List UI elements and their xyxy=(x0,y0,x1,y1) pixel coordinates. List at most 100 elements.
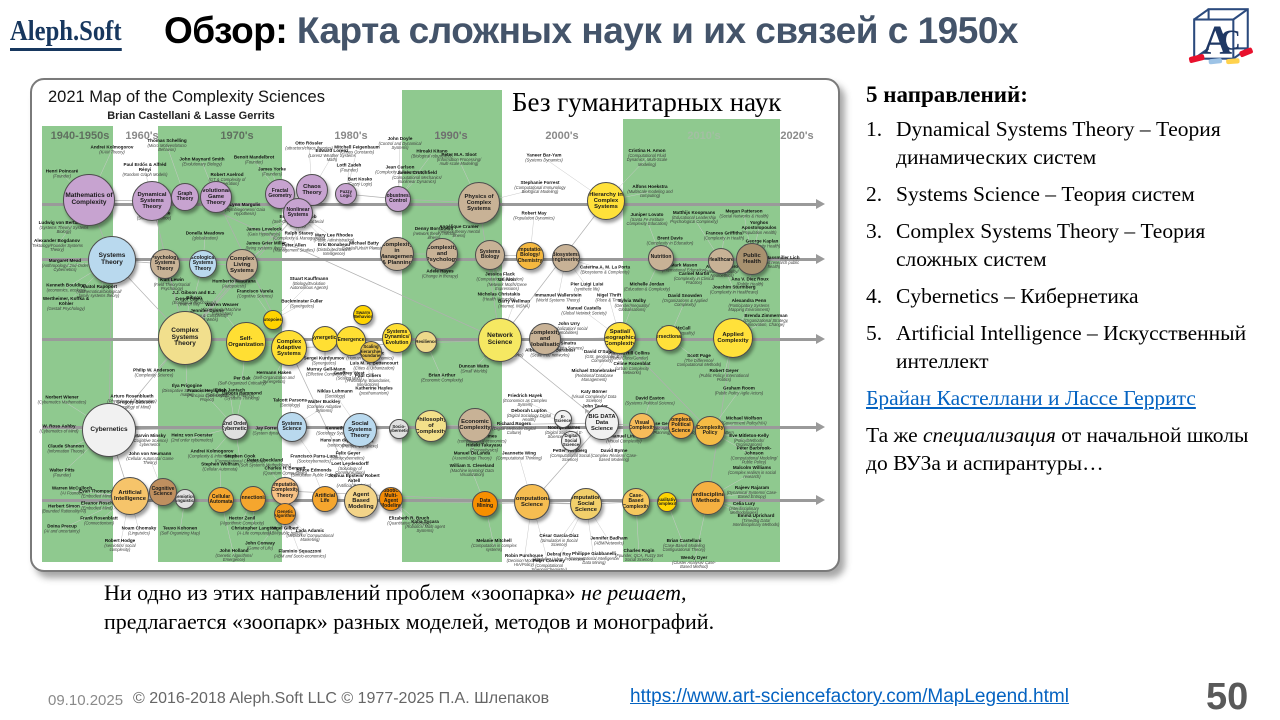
science-node: Interdisciplinary Methods xyxy=(691,481,725,515)
scientist-label: Lasse Gerrits (QCA/Public Admin/ Urban Pl… xyxy=(637,421,687,436)
scientist-label: Christopher Langton (A-Life computers) xyxy=(231,525,277,536)
science-node: Spatial/ Geographical Complexity xyxy=(604,322,636,354)
timeline-arrowhead xyxy=(816,334,825,344)
scientist-label: Evan Thompson (Embodied Mind) xyxy=(79,488,115,499)
scientist-label: Ana V. Diez Roux (Public Health) xyxy=(731,276,769,287)
scientist-label: Robin Purshouse (Decision Modeling HIA/Po… xyxy=(504,553,544,568)
scientist-label: David Snowden (Organizations & Applied Co… xyxy=(662,293,708,308)
science-node: Graph Theory xyxy=(171,183,199,211)
direction-item: 2. Systems Science – Теория систем xyxy=(866,181,1195,206)
scientist-label: Jennifer Badham (ABM/Networks) xyxy=(590,535,628,546)
scientist-label: Scott Page (The Difference/ Computational… xyxy=(676,353,722,368)
science-node: Psychology Systems Theory xyxy=(150,249,180,279)
ac-cube-icon: A C xyxy=(1188,8,1253,65)
science-node: Synergetics xyxy=(312,326,338,352)
scientist-label: Bart Kosko (Fuzzy Logic) xyxy=(347,176,373,187)
scientist-label: Carmel Martin (Complexity in Clinical Pra… xyxy=(673,271,715,286)
scientist-label: Per Bak (Self-Organized Criticality) xyxy=(218,375,266,386)
scientist-label: Katy Börner (Visual Complexity/ Data Scie… xyxy=(571,389,617,404)
science-node: Connectionism xyxy=(240,486,266,512)
science-node: Physics of Complex Systems xyxy=(458,182,500,224)
directions-list: 1. Dynamical Systems Theory – Теория дина… xyxy=(866,116,1266,376)
scientist-label: Matthijs Koopmans (Educational Leadership… xyxy=(670,210,718,225)
decade-label: 1960's xyxy=(125,130,159,142)
scientist-label: Sylvia Walby (Gender/Inequality/ Globalis… xyxy=(614,298,650,313)
scientist-label: Michael Wolfson (Government Policy/HIA) xyxy=(721,415,767,426)
scientist-label: Ludwig von Bertalanffy (Systems Theory/ S… xyxy=(38,220,90,235)
scientist-label: John Doyle (Control and Dynamical Systems… xyxy=(378,136,422,151)
scientist-label: Donella Meadows (globalization) xyxy=(185,230,225,241)
scientist-label: Walter Buckley (Complex Adaptive Systems) xyxy=(306,399,342,414)
scientist-label: Katherine Hayles (posthumanism) xyxy=(355,385,393,396)
direction-item: 5. Artificial Intelligence – Искусственны… xyxy=(866,320,1247,373)
scientist-label: Flaminio Squazzoni (ABM and Socio-economi… xyxy=(274,548,326,559)
scientist-label: Kenneth Boulding (economics, ecology) xyxy=(46,282,86,293)
ac-cube-logo: A C xyxy=(1188,5,1256,67)
scientist-label: J.J. Gibson and E.J. Gibson (Ecological P… xyxy=(172,289,216,305)
scientist-label: Cristina H. Amon (Computational Fluid Dyn… xyxy=(626,147,668,167)
science-node: Systems Science xyxy=(277,412,307,442)
science-node: Digital Social Science xyxy=(561,431,581,451)
science-node: Genetic Algorithms xyxy=(274,503,296,525)
footer-copyright: © 2016-2018 Aleph.Soft LLC © 1977-2025 П… xyxy=(133,690,550,707)
scientist-label: Michelle Jordan (Education & Complexity) xyxy=(623,281,671,292)
science-node: Nonlinear Systems xyxy=(283,198,313,228)
science-node: Case- Based Complexity xyxy=(622,488,650,516)
scientist-label: Angélique Cramer (network theory mental i… xyxy=(438,224,480,239)
scientist-label: Francis Heylighen (Principia Cybernetica … xyxy=(186,388,228,403)
science-node: Agent Based Modeling xyxy=(344,484,378,518)
scientist-label: Frank Rosenblatt (Connectionism) xyxy=(80,515,118,526)
scientist-label: Anatol Rapoport (mathematical/biological/… xyxy=(76,284,122,299)
zoo-note: Ни одно из этих направлений проблем «зоо… xyxy=(104,580,715,634)
science-node: Computational Biology/ Chemistry xyxy=(516,242,544,270)
scientist-label: Noam Chomsky (Linguistics) xyxy=(121,525,157,536)
scientist-label: Peter Checkland (Soft Systems Methodology… xyxy=(239,457,291,468)
scientist-label: Paul Cilliers (Philosophy, Boundaries, In… xyxy=(345,373,391,388)
scientist-label: Hector Zenil (Algorithmic Complexity) xyxy=(219,515,265,526)
scientist-label: Juniper Lovato (Santa Fe Institute Comple… xyxy=(626,212,668,227)
scientist-label: Warren McCulloch (AI Founder) xyxy=(51,485,93,496)
decade-label: 2000's xyxy=(545,130,579,142)
scientist-label: Gregory Bateson (ecology of Mind) xyxy=(116,399,154,410)
scientist-label: Celia Lury (Interdisciplinary Methodologi… xyxy=(729,501,759,516)
scientist-label: Graham Room (Public Policy Agile Actors) xyxy=(714,385,764,396)
svg-text:C: C xyxy=(1220,24,1241,56)
scientist-label: Megan Patterson (Social Networks & Health… xyxy=(719,208,769,219)
scientist-label: Buckminster Fuller (Synergetics) xyxy=(281,298,323,309)
scientist-label: Murray Gell-Mann (Effective Complexity) xyxy=(306,366,346,377)
scientist-label: John von Neumann (Cellular Automata/ Game… xyxy=(126,451,174,466)
scientist-label: Robert May (Population Dynamics) xyxy=(513,210,555,221)
footer-date: 09.10.2025 xyxy=(48,692,124,709)
science-node: Socio- Cybernetics xyxy=(389,419,409,439)
scientist-label: John Holland (Genetic Algorithms/ Emergen… xyxy=(215,548,253,563)
scientist-label: Lada Adamic (Networks/ Computational Mark… xyxy=(286,528,334,543)
scientist-label: Debora Hammond (Systems Thinking) xyxy=(222,390,262,401)
scientist-label: Heinz von Foerster (2nd order cybernetics… xyxy=(170,432,214,443)
science-node: Cybernetics xyxy=(82,403,136,457)
scientist-label: Elizabeth R. Bruch (Quantitative Sociolog… xyxy=(387,515,431,526)
science-node: Ecological Systems Theory xyxy=(189,250,217,278)
science-node: 2nd Order Cybernetics xyxy=(222,414,248,440)
map-legend-link[interactable]: https://www.art-sciencefactory.com/MapLe… xyxy=(630,686,1069,707)
science-node: Resilience xyxy=(415,331,437,353)
timeline-arrowhead xyxy=(816,422,825,432)
specialization-paragraph: Та же специализация от начальной школы д… xyxy=(866,423,1249,476)
science-node: Social Systems Theory xyxy=(343,413,377,447)
scientist-label: Richard Rogers (Digital Methods/ Digital … xyxy=(492,421,536,436)
scientist-label: David Byrne (Complex Realism/ Case-based … xyxy=(590,448,638,463)
science-node: Complexity and Psychology xyxy=(426,238,458,270)
scientist-label: Bruce Edmonds (Simulation Public Policy) xyxy=(290,467,338,478)
direction-item: 4. Cybernetics – Кибернетика xyxy=(866,283,1139,308)
scientist-label: Emma Uprichard (Time/Big Data/ Interdisci… xyxy=(732,513,780,528)
decade-label: 2020's xyxy=(780,130,814,142)
decade-label: 1990's xyxy=(434,130,468,142)
scientist-label: Warren Weaver (Complexity/Machine Transla… xyxy=(202,302,242,317)
castellani-gerrits-link[interactable]: Брайан Кастеллани и Лассе Герритс xyxy=(866,385,1196,410)
scientist-label: Robert Axelrod (GT & Complexity of Cooper… xyxy=(208,172,246,187)
scientist-label: James Yorke (Founders) xyxy=(258,166,286,177)
directions-heading: 5 направлений: xyxy=(866,82,1028,107)
scientist-label: Mary Lee Rhodes (Public Administration) xyxy=(313,232,355,243)
scientist-label: Frances Griffiths (Complexity in Health) xyxy=(703,230,745,241)
scientist-label: Andrei Kolmogorov (Complexity & Informati… xyxy=(187,448,237,459)
science-node: Complex Living Systems xyxy=(226,249,258,281)
